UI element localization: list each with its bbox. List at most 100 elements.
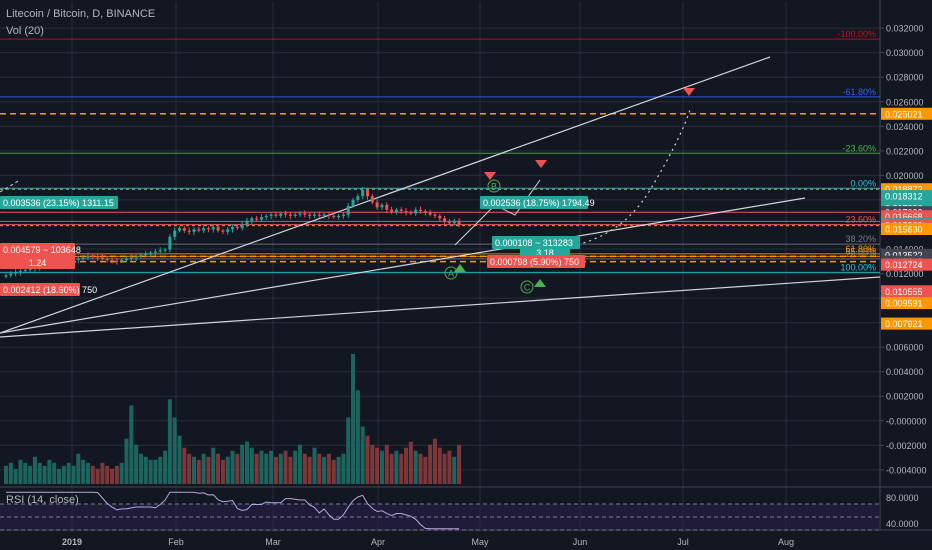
candle-body [337,215,341,218]
candle-body [139,255,143,257]
candle-body [187,230,191,232]
x-tick-label: Feb [168,537,184,547]
volume-bar [230,450,235,484]
measure-box [492,236,580,249]
candle-body [163,249,167,251]
volume-bar [95,468,100,484]
down-arrow-icon [535,160,547,168]
y-tick-label: 0.032000 [886,24,924,34]
price-tag-text: 0.018312 [885,192,923,202]
fib-label: -100.00% [837,29,876,39]
candle-body [226,229,230,232]
volume-bar [437,447,442,484]
candle-body [409,212,413,214]
price-tag [881,248,932,261]
price-tag [881,190,932,203]
price-scale-labels: 0.0250210.0188720.0183120.0173360.017002… [881,107,932,330]
volume-bar [375,447,380,484]
candle-body [202,228,206,231]
candle-body [216,226,220,231]
candle-body [279,213,283,216]
y-tick-label: 0.026000 [886,97,924,107]
candle-body [182,228,186,231]
volume-bar [119,462,124,484]
price-tag-text: 0.013522 [885,250,923,260]
volume-bar [172,417,177,484]
candle-body [375,202,379,208]
candle-body [361,190,365,197]
price-tag-text: 0.012724 [885,260,923,270]
volume-bar [360,426,365,484]
volume-bar [293,450,298,484]
measure-box [0,243,75,256]
candle-body [380,204,384,208]
volume-bar [105,465,110,484]
down-arrow-icon [683,88,695,96]
volume-bar [13,468,18,484]
volume-bar [259,450,264,484]
candle-body [443,218,447,223]
price-tag-text: 0.016668 [885,212,923,222]
x-tick-label: Jun [573,537,588,547]
candle-body [110,260,114,262]
candle-body [452,220,456,224]
y-tick-label: 0.012000 [886,269,924,279]
x-tick-label: Apr [371,537,385,547]
rsi-line [6,491,460,530]
candle-body [192,229,196,232]
y-tick-label: 0.002000 [886,392,924,402]
volume-bar [220,459,225,484]
price-tag [881,317,932,330]
wave-circle [487,179,501,193]
candle-body [18,271,22,273]
candle-body [81,257,85,259]
candle-body [115,260,119,262]
candle-body [91,255,95,257]
price-tag-text: 0.015630 [885,224,923,234]
volume-bar [42,465,47,484]
candle-body [404,210,408,213]
rsi-legend: RSI (14, close) [6,494,79,506]
candle-body [428,212,432,215]
candle-body [298,213,302,215]
price-tag-text: 0.018872 [885,185,923,195]
volume-bar [8,462,13,484]
volume-bar [177,435,182,484]
volume-bar [110,468,115,484]
volume-bar [124,438,129,484]
trend-line-middle [0,197,806,334]
volume-bar [148,459,153,484]
volume-bar [201,453,206,484]
rsi-pane: 80.0000 40.0000 [0,491,919,531]
volume-bar [273,456,278,484]
volume-bar [447,450,452,484]
fib-label: 61.80% [845,244,876,254]
chart-title: Litecoin / Bitcoin, D, BINANCE [6,8,156,20]
candle-body [168,236,172,250]
volume-bar [129,405,134,484]
candle-body [423,210,427,213]
y-tick-label: 0.030000 [886,48,924,58]
volume-bar [452,456,457,484]
volume-bar [269,450,274,484]
candle-body [259,217,263,220]
volume-bar [413,450,418,484]
fib-label: 0.00% [850,178,876,188]
volume-bar [163,450,168,484]
candle-body [447,222,451,224]
candle-body [153,251,157,253]
volume-bar [288,456,293,484]
trend-lines [0,56,881,338]
volume-bar [254,453,259,484]
volume-bar [138,453,143,484]
volume-bar [71,465,76,484]
volume-bar [28,465,33,484]
candle-body [96,256,100,258]
candle-body [332,215,336,218]
up-arrow-icon [534,279,546,287]
signal-arrows [454,88,695,287]
candle-body [370,196,374,203]
